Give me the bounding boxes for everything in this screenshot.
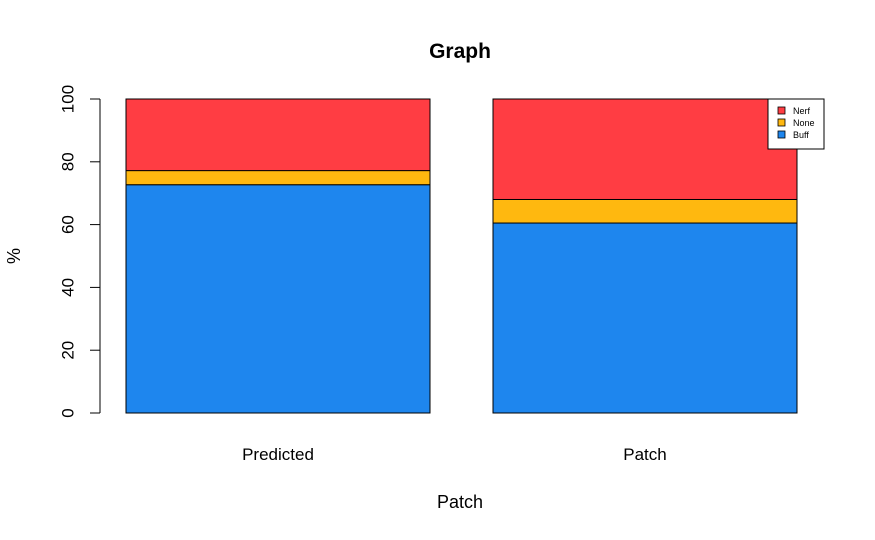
bars — [125, 98, 798, 414]
chart-title: Graph — [429, 40, 491, 63]
y-tick-label: 60 — [59, 215, 78, 234]
y-tick-label: 0 — [59, 408, 78, 417]
x-tick-label: Predicted — [242, 445, 314, 464]
y-tick-label: 100 — [59, 85, 78, 113]
bar-segment-none — [125, 170, 431, 186]
legend-box — [767, 98, 825, 150]
y-tick-label: 20 — [59, 341, 78, 360]
legend-label-buff: Buff — [793, 130, 809, 140]
legend-label-nerf: Nerf — [793, 106, 811, 116]
legend-swatch-buff — [777, 130, 786, 139]
x-axis-label: Patch — [437, 492, 483, 512]
y-tick-label: 80 — [59, 152, 78, 171]
y-axis: 0 20 40 60 80 100 — [59, 85, 101, 418]
legend-label-none: None — [793, 118, 815, 128]
y-tick-label: 40 — [59, 278, 78, 297]
y-axis-label: % — [4, 248, 24, 264]
bar-segment-buff — [492, 222, 798, 414]
legend-swatch-nerf — [777, 106, 786, 115]
legend-swatch-none — [777, 118, 786, 127]
bar-segment-none — [492, 198, 798, 224]
x-tick-labels: Predicted Patch — [242, 445, 667, 464]
bar-segment-buff — [125, 184, 431, 414]
bar-segment-nerf — [125, 98, 431, 172]
bar-segment-nerf — [492, 98, 798, 200]
x-tick-label: Patch — [623, 445, 666, 464]
legend: Nerf None Buff — [767, 98, 825, 150]
